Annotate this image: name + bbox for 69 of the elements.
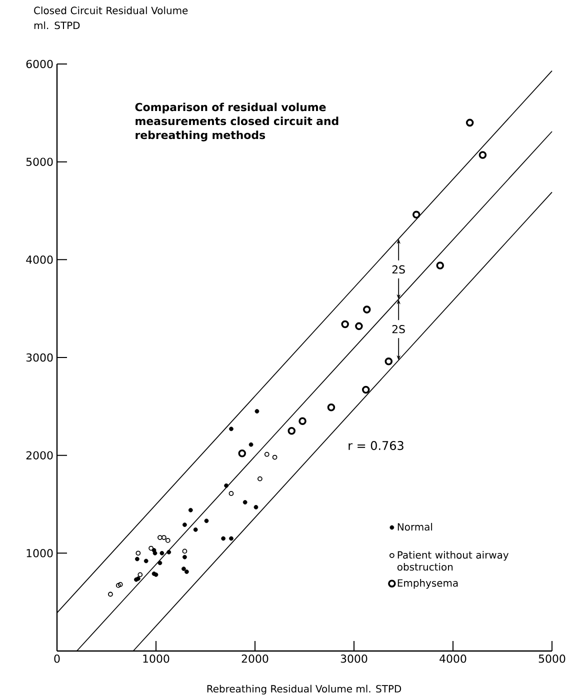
x-tick-label: 4000 xyxy=(440,654,466,663)
point xyxy=(152,550,158,556)
point xyxy=(264,452,270,457)
annotation: 2S xyxy=(392,265,405,274)
annotation: r = 0.763 xyxy=(348,441,404,450)
point xyxy=(228,491,234,496)
point xyxy=(229,426,234,432)
legend-label: Patient without airway obstruction xyxy=(397,550,509,571)
point xyxy=(116,583,121,588)
x-tick-label: 0 xyxy=(54,654,60,663)
y-tick-label: 5000 xyxy=(26,158,53,166)
point xyxy=(182,566,186,572)
y-tick-label: 2000 xyxy=(26,451,53,460)
y-tick-label: 4000 xyxy=(26,256,53,264)
x-tick-label: 2000 xyxy=(242,654,268,663)
point xyxy=(238,449,246,458)
point xyxy=(144,558,148,564)
point xyxy=(166,550,172,554)
point xyxy=(436,262,444,270)
point xyxy=(108,592,113,597)
x-tick-label: 1000 xyxy=(143,654,170,663)
point xyxy=(184,570,189,574)
point xyxy=(148,546,154,551)
point xyxy=(412,210,420,219)
y-axis-title: Closed Circuit Residual Volume ml. STPD xyxy=(34,6,188,30)
point xyxy=(384,358,393,366)
point xyxy=(298,417,306,425)
point xyxy=(362,306,371,314)
legend-label: Normal xyxy=(398,522,432,531)
point xyxy=(341,320,349,328)
point xyxy=(478,151,487,159)
point xyxy=(248,442,254,447)
point xyxy=(138,572,143,578)
x-tick-label: 3000 xyxy=(340,654,368,663)
point xyxy=(182,548,188,554)
point xyxy=(221,536,226,541)
point xyxy=(188,508,193,512)
y-tick-label: 1000 xyxy=(26,549,53,558)
point xyxy=(224,483,228,488)
point xyxy=(165,538,170,543)
x-tick-label: 5000 xyxy=(538,654,566,663)
point xyxy=(158,535,162,540)
point xyxy=(242,500,248,504)
point xyxy=(355,322,363,330)
point xyxy=(161,535,166,540)
point xyxy=(288,426,296,435)
point xyxy=(327,404,336,412)
point xyxy=(135,556,140,562)
point xyxy=(158,560,162,566)
point xyxy=(193,527,198,532)
legend-label: Emphysema xyxy=(398,579,458,589)
point xyxy=(136,550,141,556)
point xyxy=(466,118,474,127)
point xyxy=(204,518,209,524)
point xyxy=(362,386,370,394)
point xyxy=(118,582,123,587)
point xyxy=(182,522,187,527)
point xyxy=(258,476,262,482)
y-tick-label: 3000 xyxy=(26,353,53,362)
point xyxy=(160,550,164,556)
point xyxy=(229,536,234,541)
point xyxy=(272,454,278,460)
point xyxy=(182,554,187,560)
point xyxy=(254,504,258,510)
x-axis-title: Rebreathing Residual Volume ml. STPD xyxy=(207,684,402,694)
annotation: 2S xyxy=(392,324,405,334)
text: Comparison of residual volume measurements closed circuit and rebreathing methods xyxy=(135,102,338,142)
point xyxy=(254,409,260,414)
y-tick-label: 6000 xyxy=(26,60,53,68)
